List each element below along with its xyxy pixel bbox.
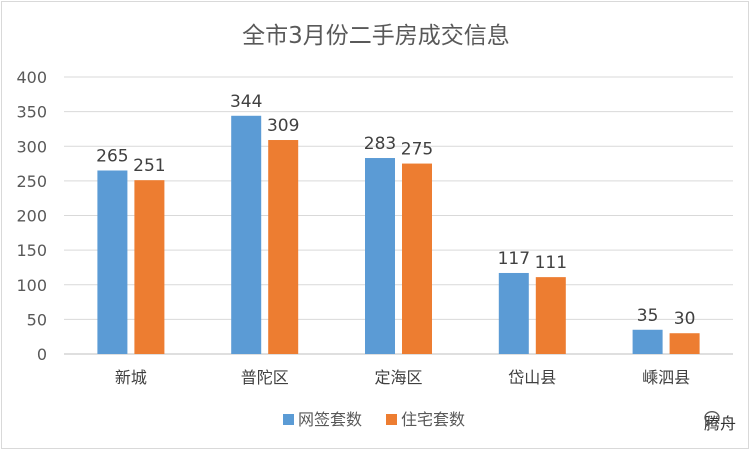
y-tick-label: 300 xyxy=(16,137,47,156)
x-axis: 新城 普陀区 定海区 岱山县 嵊泗县 xyxy=(115,368,690,387)
data-label: 251 xyxy=(133,156,165,176)
bar xyxy=(402,163,432,354)
legend: 网签套数 住宅套数 xyxy=(283,410,465,429)
legend-swatch xyxy=(386,414,397,425)
x-tick-label: 普陀区 xyxy=(241,368,289,387)
x-tick-label: 定海区 xyxy=(374,368,422,387)
bar xyxy=(498,272,529,354)
data-label: 275 xyxy=(401,140,433,160)
data-label: 265 xyxy=(96,146,128,166)
bar xyxy=(97,170,128,354)
y-tick-label: 50 xyxy=(27,310,47,329)
data-label: 283 xyxy=(364,134,396,154)
data-label: 117 xyxy=(498,249,530,269)
legend-label: 网签套数 xyxy=(298,410,362,429)
data-label: 309 xyxy=(267,116,299,136)
y-tick-label: 250 xyxy=(16,172,47,191)
x-tick-label: 新城 xyxy=(115,368,147,387)
y-axis: 0 50 100 150 200 250 300 350 400 xyxy=(16,68,47,364)
bar xyxy=(535,277,566,354)
watermark: 腾舟 xyxy=(704,410,736,434)
bar xyxy=(134,180,165,354)
data-label: 30 xyxy=(674,309,696,329)
legend-label: 住宅套数 xyxy=(401,410,465,429)
x-tick-label: 嵊泗县 xyxy=(642,368,690,387)
bar xyxy=(365,158,395,354)
y-tick-label: 350 xyxy=(16,103,47,122)
watermark-text: 腾舟 xyxy=(703,414,736,433)
wechat-icon xyxy=(704,411,720,427)
y-tick-label: 100 xyxy=(16,276,47,295)
bar xyxy=(268,140,299,354)
gridlines xyxy=(64,76,733,355)
chart-title: 全市3月份二手房成交信息 xyxy=(242,23,510,49)
bar xyxy=(231,115,262,354)
y-tick-label: 0 xyxy=(37,345,47,364)
bar xyxy=(632,329,663,354)
data-label: 35 xyxy=(637,306,659,326)
y-tick-label: 150 xyxy=(16,241,47,260)
data-label: 344 xyxy=(230,92,262,112)
y-tick-label: 200 xyxy=(16,207,47,226)
legend-swatch xyxy=(283,414,294,425)
data-label: 111 xyxy=(535,253,567,273)
bar xyxy=(669,333,700,354)
x-tick-label: 岱山县 xyxy=(508,368,556,387)
y-tick-label: 400 xyxy=(16,68,47,87)
